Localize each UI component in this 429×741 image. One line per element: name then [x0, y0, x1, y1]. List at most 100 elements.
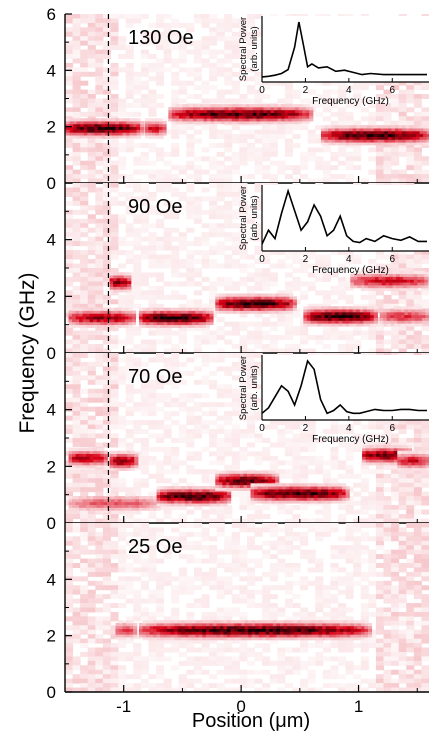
band-cell — [371, 273, 376, 277]
background-pixel — [224, 281, 233, 287]
band-cell — [97, 123, 102, 128]
background-pixel — [156, 147, 165, 153]
background-pixel — [72, 107, 81, 113]
background-pixel — [140, 460, 149, 466]
band-cell — [249, 115, 254, 119]
background-pixel — [193, 214, 202, 220]
band-cell — [391, 125, 396, 129]
background-pixel — [118, 379, 127, 385]
band-cell — [188, 324, 193, 328]
band-cell — [163, 316, 168, 320]
background-pixel — [125, 514, 134, 520]
background-pixel — [163, 227, 172, 233]
band-cell — [349, 317, 354, 321]
band-cell — [324, 317, 329, 321]
background-pixel — [80, 388, 89, 394]
background-pixel — [186, 160, 195, 166]
background-pixel — [345, 178, 354, 183]
band-cell — [366, 323, 371, 327]
background-pixel — [330, 174, 339, 180]
background-pixel — [231, 80, 240, 86]
background-pixel — [413, 263, 422, 269]
inset-spectrum-line — [261, 188, 427, 245]
background-pixel — [209, 478, 218, 484]
band-cell — [349, 306, 354, 310]
band-cell — [281, 104, 286, 108]
band-cell — [359, 323, 364, 327]
background-pixel — [201, 518, 210, 523]
band-cell — [239, 310, 245, 314]
background-pixel — [239, 379, 248, 385]
band-cell — [236, 302, 241, 306]
background-pixel — [110, 254, 119, 260]
background-pixel — [247, 411, 256, 417]
band-cell — [133, 135, 138, 139]
background-pixel — [171, 455, 180, 461]
background-pixel — [322, 116, 331, 122]
background-pixel — [231, 22, 240, 28]
background-pixel — [209, 451, 218, 457]
background-pixel — [140, 67, 149, 73]
band-cell — [411, 306, 416, 310]
band-cell — [363, 306, 368, 310]
background-pixel — [133, 482, 142, 488]
background-pixel — [315, 138, 324, 144]
band-cell — [245, 115, 250, 119]
band-cell — [417, 285, 422, 289]
background-pixel — [330, 335, 339, 341]
background-pixel — [330, 80, 339, 86]
band-cell — [144, 123, 149, 128]
band-cell — [324, 139, 329, 143]
background-pixel — [338, 268, 347, 273]
band-cell — [412, 125, 417, 129]
background-pixel — [87, 147, 96, 153]
background-pixel — [330, 455, 339, 461]
band-cell — [324, 130, 329, 135]
band-cell — [324, 133, 329, 137]
band-cell — [270, 106, 275, 111]
background-pixel — [209, 67, 218, 73]
band-cell — [215, 307, 220, 311]
background-pixel — [118, 236, 127, 242]
y-tick-label: 0 — [47, 344, 56, 363]
background-pixel — [292, 285, 301, 291]
background-pixel — [209, 14, 218, 19]
background-pixel — [277, 312, 286, 318]
background-pixel — [239, 366, 248, 372]
band-cell — [215, 302, 220, 306]
band-cell — [177, 321, 182, 326]
band-cell — [352, 314, 357, 318]
background-pixel — [375, 330, 384, 336]
band-cell — [72, 313, 77, 317]
band-cell — [123, 272, 128, 276]
background-pixel — [163, 254, 172, 260]
band-cell — [198, 307, 203, 311]
band-cell — [171, 115, 176, 119]
band-cell — [111, 132, 117, 136]
background-pixel — [110, 375, 119, 381]
background-pixel — [209, 406, 218, 412]
background-pixel — [148, 196, 157, 202]
background-pixel — [322, 89, 331, 95]
band-cell — [247, 299, 252, 303]
background-pixel — [87, 509, 96, 515]
field-label: 90 Oe — [128, 196, 182, 218]
band-cell — [268, 302, 273, 306]
background-pixel — [80, 40, 89, 46]
background-pixel — [292, 478, 301, 484]
background-pixel — [262, 424, 271, 430]
band-cell — [103, 324, 108, 328]
background-pixel — [300, 339, 309, 345]
band-cell — [236, 307, 241, 311]
background-pixel — [292, 254, 301, 260]
background-pixel — [201, 402, 210, 408]
band-cell — [162, 123, 167, 128]
background-pixel — [315, 272, 324, 278]
background-pixel — [231, 326, 240, 332]
background-pixel — [178, 67, 187, 73]
background-pixel — [391, 178, 400, 183]
background-pixel — [140, 469, 149, 475]
band-cell — [261, 304, 266, 309]
background-pixel — [80, 272, 89, 278]
band-cell — [155, 135, 160, 139]
